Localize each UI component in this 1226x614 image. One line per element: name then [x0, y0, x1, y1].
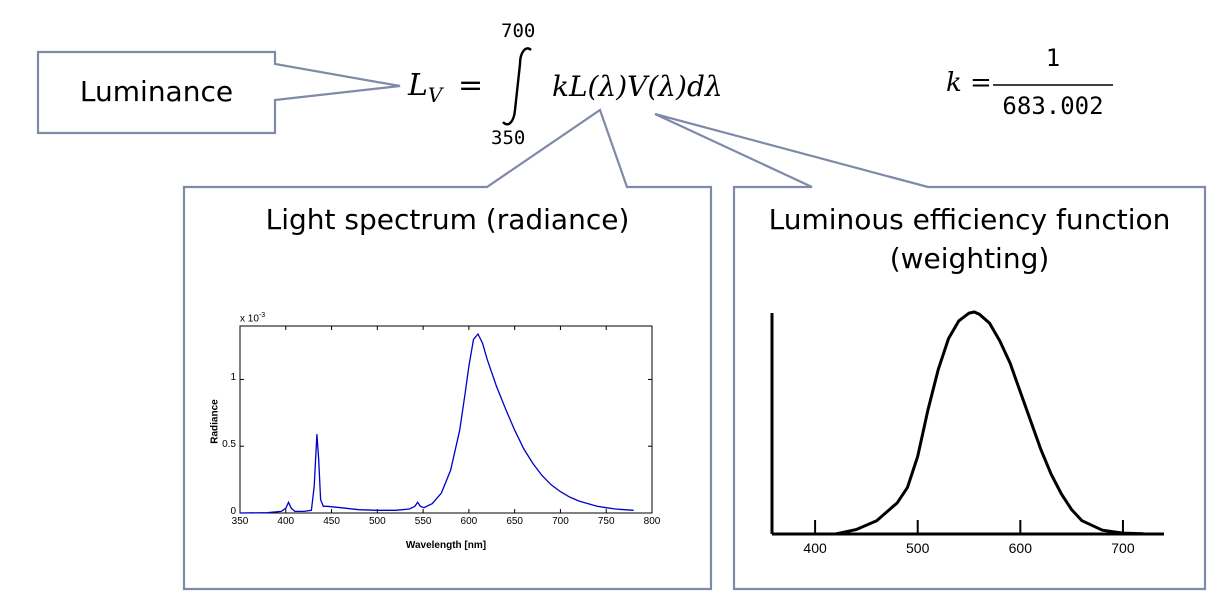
spectrum-y-tick-label: 0.5: [222, 439, 236, 451]
spectrum-exponent-label: x 10-3: [240, 312, 265, 324]
k-denominator: 683.002: [1002, 92, 1104, 120]
spectrum-box-title: Light spectrum (radiance): [265, 203, 630, 236]
equation-lhs-symbol: L: [408, 68, 428, 103]
luminance-callout-box: [36, 50, 401, 135]
equation-integrand: kL(λ)V(λ)dλ: [552, 70, 723, 103]
integral-lower-limit: 350: [491, 127, 526, 149]
spectrum-x-tick-label: 600: [460, 516, 478, 527]
efficiency-x-tick-label: 400: [803, 540, 827, 556]
spectrum-y-tick-label: 0: [230, 506, 236, 517]
equation-lhs: LV: [408, 68, 442, 107]
spectrum-x-tick-label: 500: [368, 516, 386, 527]
spectrum-x-tick-label: 350: [231, 516, 249, 527]
spectrum-exponent-power: -3: [258, 312, 266, 319]
spectrum-tick-marks: [239, 326, 653, 514]
integral-upper-limit: 700: [501, 20, 536, 42]
efficiency-x-tick-label: 500: [906, 540, 930, 556]
spectrum-exponent-base: x 10: [240, 313, 259, 325]
efficiency-box-title-line2: (weighting): [889, 242, 1050, 275]
spectrum-x-tick-label: 750: [597, 516, 615, 527]
spectrum-x-axis-label: Wavelength [nm]: [405, 540, 487, 551]
spectrum-callout-box: [182, 108, 713, 591]
spectrum-x-tick-label: 700: [552, 516, 569, 527]
spectrum-plot-frame: [239, 325, 653, 514]
k-definition-lhs: k =: [946, 68, 992, 98]
spectrum-y-tick-label: 1: [230, 372, 236, 384]
luminance-label: Luminance: [79, 75, 234, 108]
efficiency-callout-box: [654, 112, 1207, 591]
k-numerator: 1: [1045, 44, 1061, 72]
spectrum-x-tick-label: 800: [643, 516, 661, 527]
efficiency-x-tick-label: 600: [1008, 540, 1032, 556]
equation-lhs-subscript: V: [427, 83, 443, 107]
efficiency-box-title-line1: Luminous efficiency function: [768, 203, 1171, 236]
spectrum-x-tick-label: 550: [414, 516, 432, 527]
efficiency-x-tick-label: 700: [1111, 540, 1135, 556]
efficiency-series-line: [794, 310, 1165, 536]
spectrum-x-tick-label: 450: [323, 516, 340, 527]
equation-equals: =: [458, 68, 484, 103]
integral-sign: [502, 47, 532, 126]
spectrum-x-tick-label: 400: [277, 516, 295, 527]
spectrum-series-line: [239, 332, 634, 514]
spectrum-x-tick-label: 650: [506, 516, 523, 527]
